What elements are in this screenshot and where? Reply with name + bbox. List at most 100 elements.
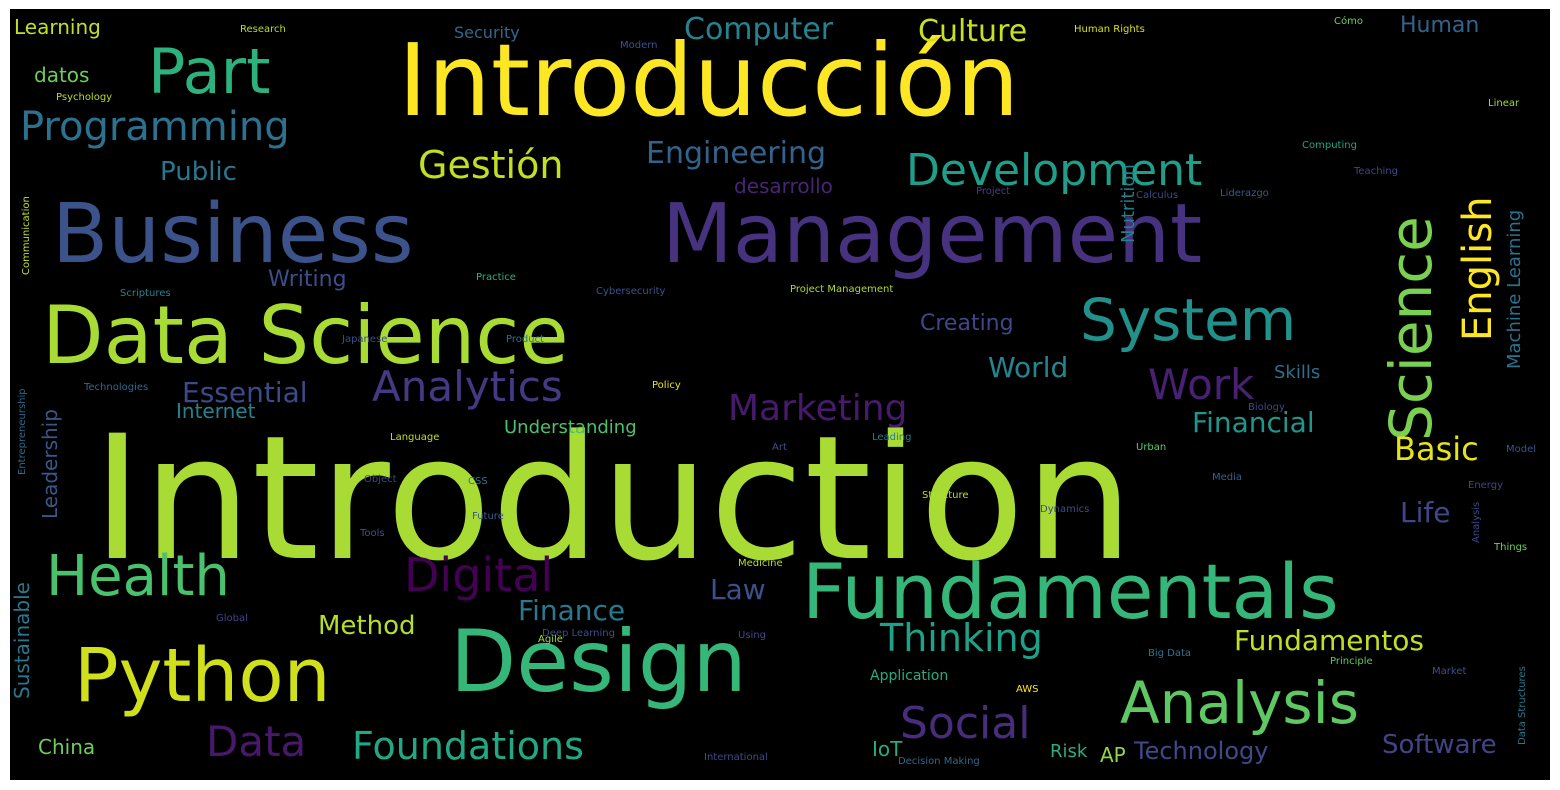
word-cloud-word: Part — [148, 35, 271, 108]
word-cloud-word: Thinking — [880, 616, 1043, 660]
word-cloud-word: Culture — [918, 14, 1028, 49]
word-cloud-word: Understanding — [504, 417, 637, 438]
word-cloud-word: Digital — [404, 548, 554, 602]
word-cloud-word: Research — [240, 24, 286, 35]
word-cloud-word: Biology — [1248, 402, 1285, 413]
word-cloud-word: Future — [472, 511, 504, 522]
word-cloud-word: Programming — [20, 104, 290, 150]
word-cloud-word: Nutrition — [1118, 164, 1139, 243]
word-cloud-word: Computing — [1302, 140, 1357, 151]
word-cloud-word: Model — [1506, 444, 1537, 455]
word-cloud-word: Communication — [21, 196, 32, 275]
word-cloud-word: Japanese — [342, 334, 388, 345]
word-cloud-word: International — [704, 752, 768, 763]
word-cloud-word: Skills — [1274, 362, 1321, 383]
word-cloud-word: Tools — [360, 528, 385, 539]
word-cloud-word: Big Data — [1148, 648, 1192, 659]
word-cloud-word: Social — [900, 698, 1031, 749]
word-cloud-word: Leading — [872, 432, 912, 443]
word-cloud-word: System — [1080, 286, 1297, 354]
word-cloud-word: Object — [364, 474, 397, 485]
word-cloud-word: Market — [1432, 666, 1467, 677]
word-cloud-word: Global — [216, 613, 248, 624]
word-cloud-word: Learning — [14, 15, 101, 39]
word-cloud-word: Modern — [620, 40, 658, 51]
word-cloud-word: Calculus — [1136, 190, 1179, 201]
word-cloud-word: China — [38, 735, 96, 759]
word-cloud-word: Analysis — [1471, 501, 1482, 543]
word-cloud-word: Essential — [182, 376, 308, 409]
word-cloud-word: Finance — [518, 594, 626, 627]
word-cloud-word: Fundamentals — [802, 547, 1339, 636]
word-cloud-word: Technology — [1134, 737, 1269, 765]
word-cloud-word: Decision Making — [898, 756, 980, 767]
word-cloud-word: AWS — [1016, 684, 1039, 695]
word-cloud-word: Data — [206, 717, 307, 766]
word-cloud-word: Agile — [538, 634, 563, 645]
word-cloud-word: Analytics — [372, 362, 563, 411]
word-cloud-word: Liderazgo — [1220, 188, 1269, 199]
word-cloud-word: Application — [870, 668, 949, 684]
word-cloud-word: Human Rights — [1074, 24, 1145, 35]
word-cloud-word: Development — [906, 145, 1203, 196]
word-cloud-word: Analysis — [1120, 669, 1359, 737]
word-cloud-word: Human — [1400, 13, 1480, 38]
word-cloud-word: Technologies — [84, 382, 149, 393]
word-cloud-word: Life — [1400, 496, 1451, 529]
word-cloud-word: Data Science — [42, 289, 569, 382]
word-cloud-word: Creating — [920, 311, 1014, 336]
word-cloud-word: Using — [738, 630, 766, 641]
word-cloud-word: Law — [710, 573, 766, 606]
word-cloud-word: Psychology — [56, 92, 113, 103]
word-cloud-word: Python — [74, 633, 331, 719]
word-cloud-word: Introducción — [398, 22, 1020, 139]
word-cloud-word: Project — [976, 186, 1011, 197]
word-cloud-word: Management — [662, 187, 1203, 282]
word-cloud-word: Scriptures — [120, 288, 171, 299]
word-cloud-word: Cybersecurity — [596, 286, 666, 297]
word-cloud-word: Practice — [476, 272, 516, 283]
word-cloud-word: Medicine — [738, 558, 783, 569]
word-cloud-word: Public — [160, 157, 237, 187]
word-cloud-word: Energy — [1468, 480, 1504, 491]
word-cloud-word: Policy — [652, 380, 681, 391]
word-cloud-word: Business — [52, 187, 414, 282]
word-cloud-word: Science — [1377, 216, 1445, 441]
word-cloud-word: Data Structures — [1517, 666, 1528, 745]
word-cloud-word: Basic — [1394, 430, 1479, 468]
word-cloud-word: Urban — [1136, 442, 1167, 453]
word-cloud-word: Sustainable — [10, 582, 34, 699]
word-cloud-word: Entrepreneurship — [17, 388, 28, 475]
word-cloud-word: Risk — [1050, 741, 1088, 762]
word-cloud-word: Foundations — [352, 724, 584, 768]
word-cloud-word: Media — [1212, 472, 1243, 483]
word-cloud-word: Security — [454, 23, 520, 42]
word-cloud-word: Fundamentos — [1234, 624, 1424, 657]
word-cloud-word: Software — [1382, 730, 1497, 760]
word-cloud-word: Project Management — [790, 284, 894, 295]
word-cloud-word: Product — [506, 334, 544, 345]
word-cloud-word: Internet — [176, 399, 256, 423]
word-cloud-word: Art — [772, 442, 787, 453]
word-cloud-word: Work — [1148, 360, 1255, 409]
word-cloud-word: Structure — [922, 490, 969, 501]
word-cloud-word: Method — [318, 611, 416, 641]
word-cloud-word: Gestión — [418, 143, 564, 187]
word-cloud-word: desarrollo — [734, 174, 833, 198]
word-cloud-word: Introduction — [92, 398, 1134, 599]
word-cloud-word: Financial — [1192, 406, 1315, 439]
word-cloud-word: Linear — [1488, 98, 1520, 109]
word-cloud-word: datos — [34, 63, 90, 87]
word-cloud-word: Leadership — [38, 409, 62, 519]
word-cloud-word: Teaching — [1354, 166, 1398, 177]
word-cloud: Introduction Introducción Management Busine… — [10, 9, 1550, 780]
word-cloud-word: Design — [450, 612, 747, 712]
word-cloud-word: Dynamics — [1040, 504, 1090, 515]
word-cloud-word: Marketing — [728, 388, 908, 429]
word-cloud-word: Things — [1494, 542, 1528, 553]
word-cloud-word: World — [988, 351, 1069, 384]
word-cloud-word: English — [1455, 196, 1501, 341]
word-cloud-word: CSS — [468, 476, 488, 487]
word-cloud-word: Language — [390, 432, 440, 443]
word-cloud-word: Engineering — [646, 136, 826, 171]
